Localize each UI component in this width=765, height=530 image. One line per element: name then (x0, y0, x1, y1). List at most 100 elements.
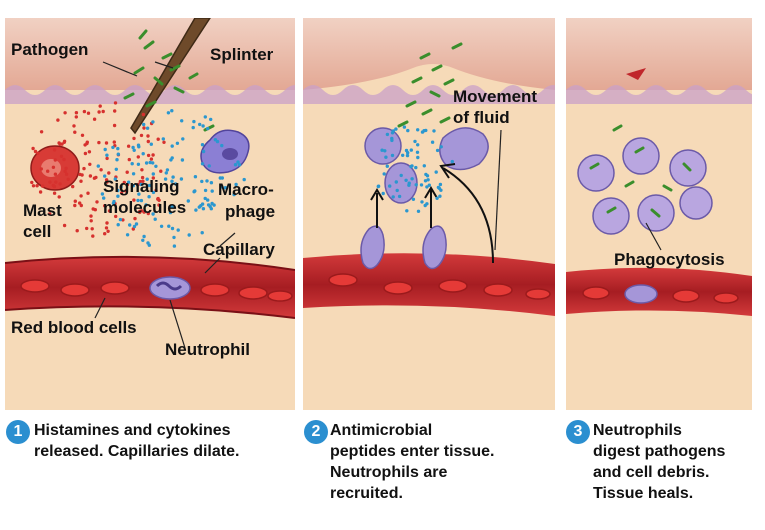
cytokine-dot (170, 156, 174, 160)
histamine-dot (133, 216, 137, 221)
cytokine-dot (132, 224, 137, 229)
histamine-dot (80, 133, 85, 137)
histamine-dot (48, 180, 52, 184)
histamine-dot (114, 214, 118, 219)
cytokine-dot (206, 126, 210, 131)
histamine-dot (99, 168, 103, 172)
cytokine-dot (131, 184, 135, 188)
cytokine-dot (159, 224, 164, 228)
histamine-dot (88, 174, 93, 178)
histamine-dot (146, 139, 150, 144)
cytokine-dot (200, 162, 205, 166)
cytokine-dot (130, 162, 134, 166)
histamine-dot (104, 226, 109, 230)
cytokine-dot (201, 149, 206, 154)
cytokine-dot (103, 147, 107, 152)
cytokine-dot (151, 172, 155, 176)
histamine-dot (140, 175, 145, 180)
cytokine-dot (223, 186, 228, 190)
peptide-dot (407, 183, 411, 187)
histamine-dot (154, 188, 158, 193)
cytokine-dot (187, 233, 191, 237)
label-signaling: Signaling (103, 177, 180, 196)
signaling-molecules-cytokine (96, 109, 246, 248)
cytokine-dot (198, 122, 202, 127)
leader-movement-of-fluid (494, 129, 502, 251)
peptide-dot (414, 183, 418, 187)
cytokine-dot (210, 189, 214, 193)
histamine-dot (86, 111, 91, 115)
cytokine-dot (169, 204, 174, 209)
peptide-dot (399, 173, 403, 178)
histamine-dot (73, 203, 77, 208)
panel-2-illustration (303, 18, 555, 410)
label-phagocytosis: Phagocytosis (614, 250, 725, 269)
histamine-dot (66, 177, 70, 181)
peptide-dot (394, 127, 398, 131)
label-molecules: molecules (103, 198, 187, 217)
histamine-dot (39, 167, 43, 171)
cytokine-dot (203, 196, 207, 201)
histamine-dot (71, 184, 75, 189)
histamine-dot (56, 118, 60, 122)
histamine-dot (36, 151, 40, 155)
histamine-dot (88, 162, 92, 166)
histamine-dot (157, 203, 161, 207)
histamine-dot (149, 157, 154, 161)
peptide-dot (385, 132, 390, 137)
histamine-dot (51, 165, 56, 169)
cytokine-dot (113, 177, 118, 181)
cytokine-dot (168, 210, 173, 215)
histamine-dot (112, 140, 117, 144)
cytokine-dot (114, 167, 119, 171)
step-badge-3: 3 (566, 420, 590, 444)
peptide-dot (376, 184, 380, 189)
histamine-dot (87, 150, 92, 154)
cytokine-dot (137, 192, 141, 196)
cytokine-dot (96, 164, 101, 168)
cytokine-dot (179, 177, 184, 181)
recruitment-arrows (370, 163, 494, 264)
histamine-dot (107, 171, 111, 175)
cytokine-dot (103, 174, 107, 178)
peptide-dot (438, 182, 443, 187)
cytokine-dot (144, 203, 148, 207)
cytokine-dot (125, 233, 130, 237)
histamine-dot (63, 111, 67, 115)
cytokine-dot (142, 234, 146, 239)
caption-2-line-4: recruited. (330, 485, 403, 502)
cytokine-dot (186, 199, 190, 203)
histamine-dot (74, 115, 79, 119)
cytokine-dot (161, 137, 165, 141)
cytokine-dot (142, 122, 146, 127)
histamine-dot (38, 190, 43, 194)
cytokine-dot (233, 163, 238, 167)
cytokine-dot (136, 162, 141, 166)
cytokine-dot (212, 203, 216, 207)
cytokine-dot (145, 177, 149, 181)
cytokine-dot (208, 204, 212, 209)
capillary-vessel (303, 253, 555, 316)
capillary-vessel (566, 267, 752, 316)
cytokine-dot (136, 143, 141, 147)
peptide-dot (409, 164, 413, 169)
histamine-dot (85, 140, 90, 144)
cytokine-dot (193, 189, 197, 193)
histamine-dot (103, 232, 107, 236)
antimicrobial-peptides (376, 125, 454, 213)
histamine-dot (48, 212, 52, 216)
peptide-dot (426, 178, 430, 182)
peptide-dot (391, 195, 395, 199)
peptide-dot (385, 164, 389, 168)
cytokine-dot (218, 176, 222, 180)
label-of-fluid: of fluid (453, 108, 510, 127)
cytokine-dot (175, 141, 180, 145)
cytokine-dot (209, 117, 213, 122)
histamine-dot (83, 151, 88, 156)
histamine-dot (140, 168, 144, 172)
histamine-dot (151, 176, 155, 180)
histamine-dot (98, 104, 102, 108)
label-cell: cell (23, 222, 52, 241)
label-movement: Movement (453, 87, 538, 106)
caption-1-line-1: Histamines and cytokines (34, 422, 231, 439)
